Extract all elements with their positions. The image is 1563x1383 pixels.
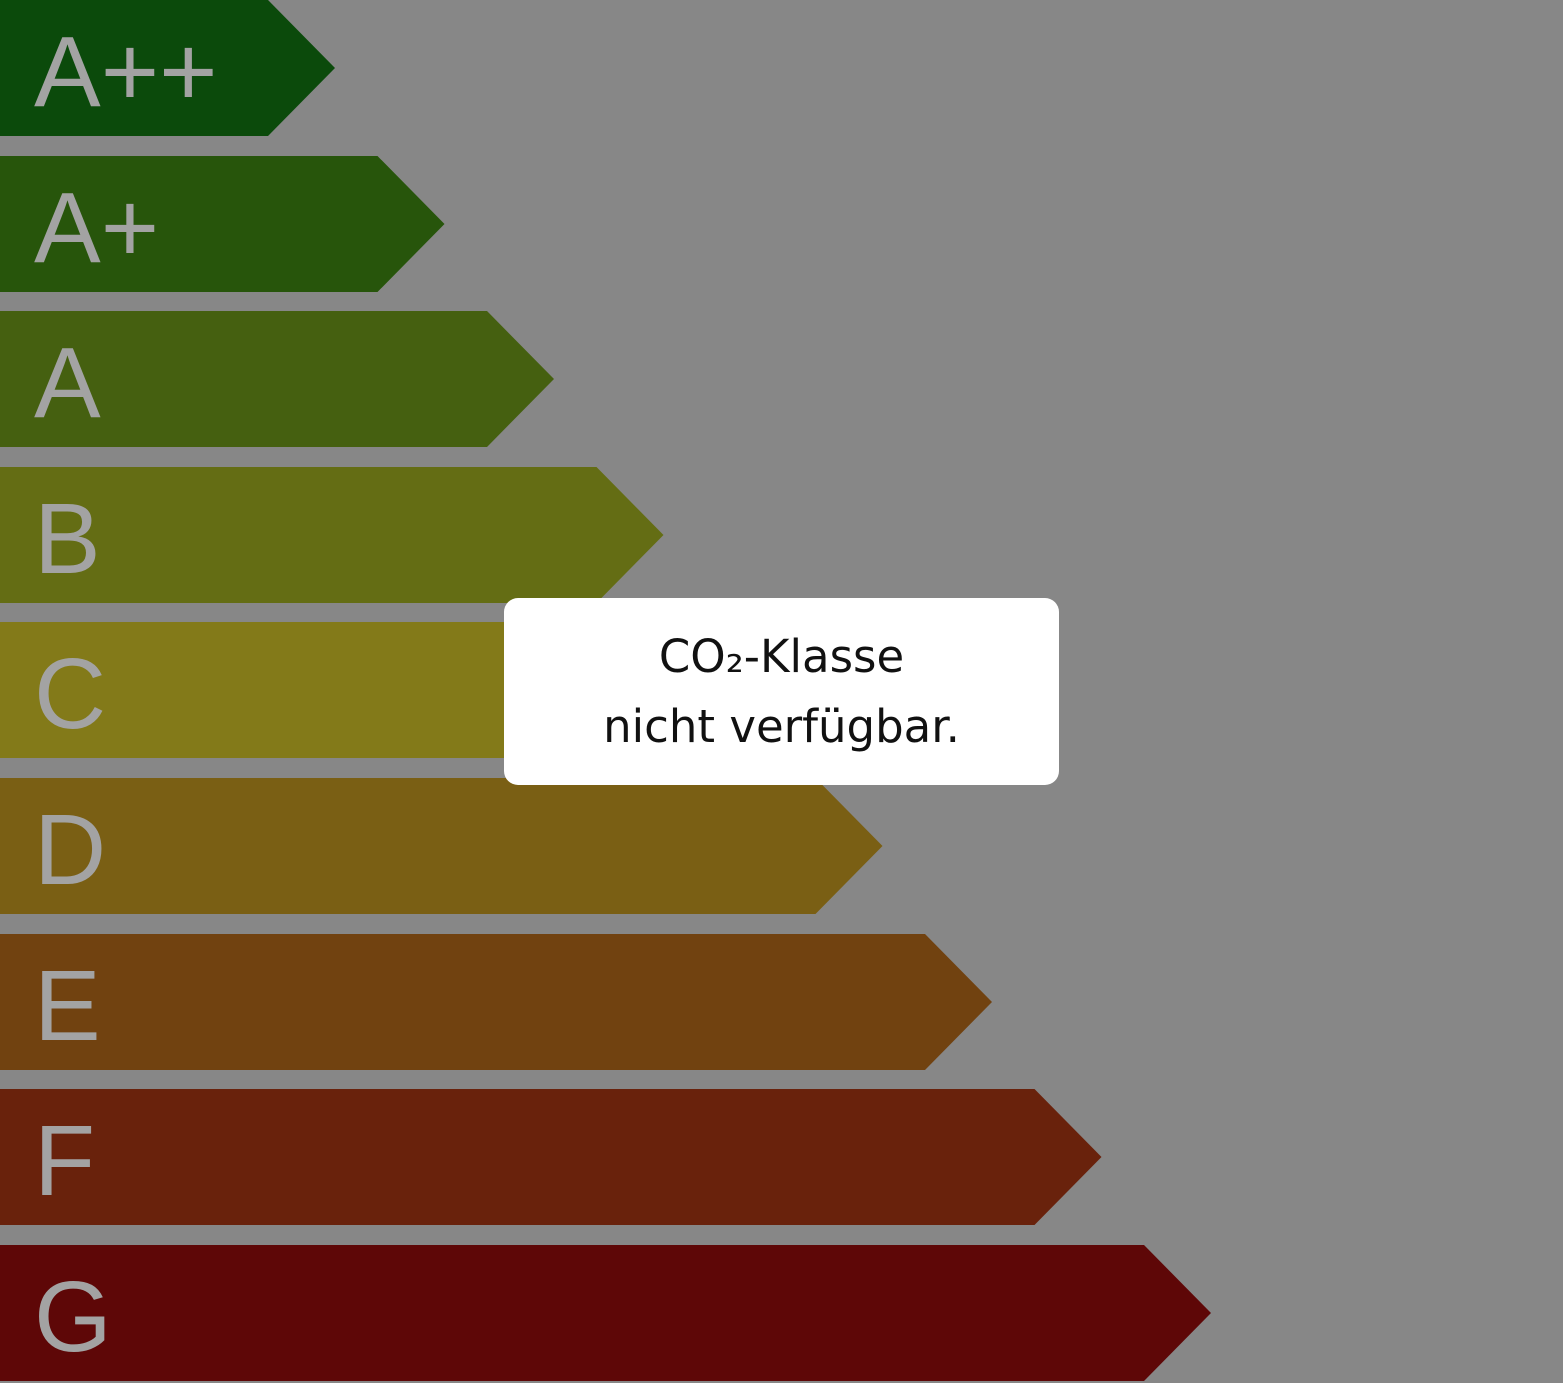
energy-class-label: C: [34, 638, 107, 750]
energy-class-label: A+: [34, 172, 160, 284]
energy-class-arrow-d: [0, 778, 883, 914]
energy-class-label: A: [34, 327, 101, 439]
unavailable-message-box: CO₂-Klasse nicht verfügbar.: [504, 598, 1059, 785]
energy-class-arrow-aplusplus: [0, 0, 335, 136]
message-line-2: nicht verfügbar.: [603, 699, 960, 753]
energy-class-label: A++: [34, 16, 218, 128]
energy-class-label: F: [34, 1105, 96, 1217]
energy-class-label: E: [34, 950, 101, 1062]
energy-class-label: G: [34, 1261, 112, 1373]
energy-class-arrow-aplus: [0, 156, 445, 292]
energy-class-arrow-a: [0, 311, 554, 447]
energy-class-label: B: [34, 483, 101, 595]
message-line-1: CO₂-Klasse: [658, 629, 905, 683]
energy-class-arrow-b: [0, 467, 664, 603]
energy-class-arrow-f: [0, 1089, 1102, 1225]
energy-class-arrow-e: [0, 934, 992, 1070]
energy-class-arrow-g: [0, 1245, 1211, 1381]
energy-class-label: D: [34, 794, 107, 906]
